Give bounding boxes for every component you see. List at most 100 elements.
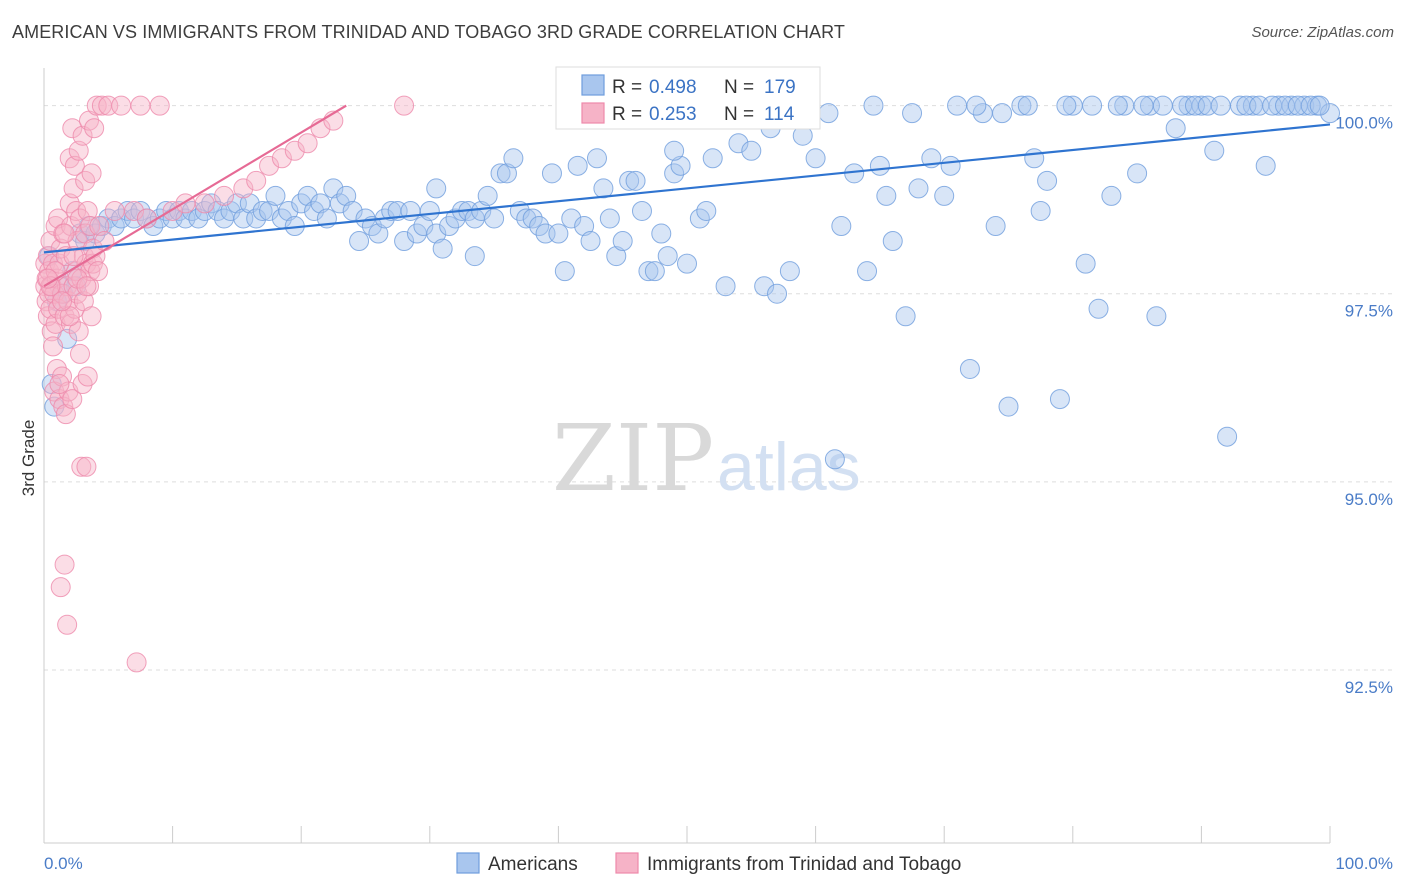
stats-r-value-americans: 0.498 (649, 77, 697, 98)
americans-point (895, 306, 916, 327)
trinidad-point (57, 614, 78, 635)
y-tick-labels: 92.5% 95.0% 97.5% 100.0% (1335, 114, 1393, 697)
americans-point (1127, 163, 1148, 184)
x-tick-label-max: 100.0% (1335, 854, 1393, 873)
americans-point (239, 193, 260, 214)
trinidad-point (246, 170, 267, 191)
americans-point (657, 246, 678, 267)
americans-point (413, 216, 434, 237)
stats-r-label-americans: R = (612, 77, 642, 98)
americans-point (754, 276, 775, 297)
stats-n-value-trinidad: 114 (764, 104, 795, 125)
trinidad-point (54, 554, 75, 575)
americans-point (323, 178, 344, 199)
trinidad-point (70, 208, 91, 229)
americans-point (496, 163, 517, 184)
americans-point (831, 216, 852, 237)
americans-point (1210, 95, 1231, 116)
trinidad-point (126, 652, 147, 673)
americans-point (625, 170, 646, 191)
stats-swatch-trinidad (581, 102, 605, 124)
americans-point (741, 140, 762, 161)
americans-point (805, 148, 826, 169)
watermark-atlas: atlas (717, 429, 861, 505)
trinidad-point (394, 95, 415, 116)
trinidad-point (214, 185, 235, 206)
trinidad-point (61, 313, 82, 334)
americans-point (966, 95, 987, 116)
americans-point (1101, 185, 1122, 206)
x-tick-label-min: 0.0% (44, 854, 83, 873)
americans-point (516, 208, 537, 229)
americans-point (593, 178, 614, 199)
americans-point (857, 261, 878, 282)
americans-point (426, 178, 447, 199)
source-attribution: Source: ZipAtlas.com (1251, 24, 1394, 41)
americans-point (1152, 95, 1173, 116)
watermark-zip: ZIP (552, 405, 714, 512)
americans-point (503, 148, 524, 169)
americans-point (1107, 95, 1128, 116)
trinidad-point (62, 118, 83, 139)
americans-point (561, 208, 582, 229)
americans-point (574, 216, 595, 237)
trinidad-point (70, 343, 91, 364)
americans-point (1030, 200, 1051, 221)
trinidad-point (62, 389, 83, 410)
trinidad-point (84, 118, 105, 139)
americans-point (1011, 95, 1032, 116)
trinidad-point (72, 125, 93, 146)
legend-swatch-trinidad (615, 852, 639, 874)
trinidad-point (81, 163, 102, 184)
americans-point (580, 231, 601, 252)
americans-point (638, 261, 659, 282)
trinidad-point (63, 246, 84, 267)
trinidad-point (88, 261, 109, 282)
series-trinidad-points (35, 95, 415, 673)
americans-point (824, 449, 845, 470)
stats-r-value-trinidad: 0.253 (649, 104, 697, 125)
chart-title: AMERICAN VS IMMIGRANTS FROM TRINIDAD AND… (12, 22, 845, 42)
trinidad-point (111, 95, 132, 116)
americans-point (869, 155, 890, 176)
trinidad-point (81, 306, 102, 327)
americans-point (554, 261, 575, 282)
americans-point (1049, 389, 1070, 410)
americans-point (902, 103, 923, 124)
trendline-americans (43, 123, 1331, 254)
americans-point (548, 223, 569, 244)
americans-point (599, 208, 620, 229)
trinidad-point (76, 276, 97, 297)
americans-point (1204, 140, 1225, 161)
americans-point (1037, 170, 1058, 191)
trinidad-point (80, 261, 101, 282)
trinidad-point (71, 456, 92, 477)
trinidad-point (40, 276, 61, 297)
axis-layer (43, 68, 1330, 844)
americans-point (876, 185, 897, 206)
americans-point (426, 223, 447, 244)
americans-point (1255, 155, 1276, 176)
americans-point (1320, 103, 1340, 124)
americans-point (606, 246, 627, 267)
trendlines (43, 104, 1331, 288)
trendline-trinidad (43, 104, 347, 288)
trinidad-point (124, 200, 145, 221)
americans-point (394, 231, 415, 252)
americans-point (664, 140, 685, 161)
trinidad-point (37, 306, 58, 327)
trinidad-point (233, 178, 254, 199)
americans-point (567, 155, 588, 176)
americans-point (818, 103, 839, 124)
americans-point (541, 163, 562, 184)
americans-point (644, 261, 665, 282)
americans-point (702, 148, 723, 169)
americans-point (1165, 118, 1186, 139)
americans-point (985, 216, 1006, 237)
trinidad-point (89, 216, 110, 237)
trinidad-point (54, 223, 75, 244)
americans-point (959, 358, 980, 379)
americans-point (368, 223, 389, 244)
americans-point (651, 223, 672, 244)
